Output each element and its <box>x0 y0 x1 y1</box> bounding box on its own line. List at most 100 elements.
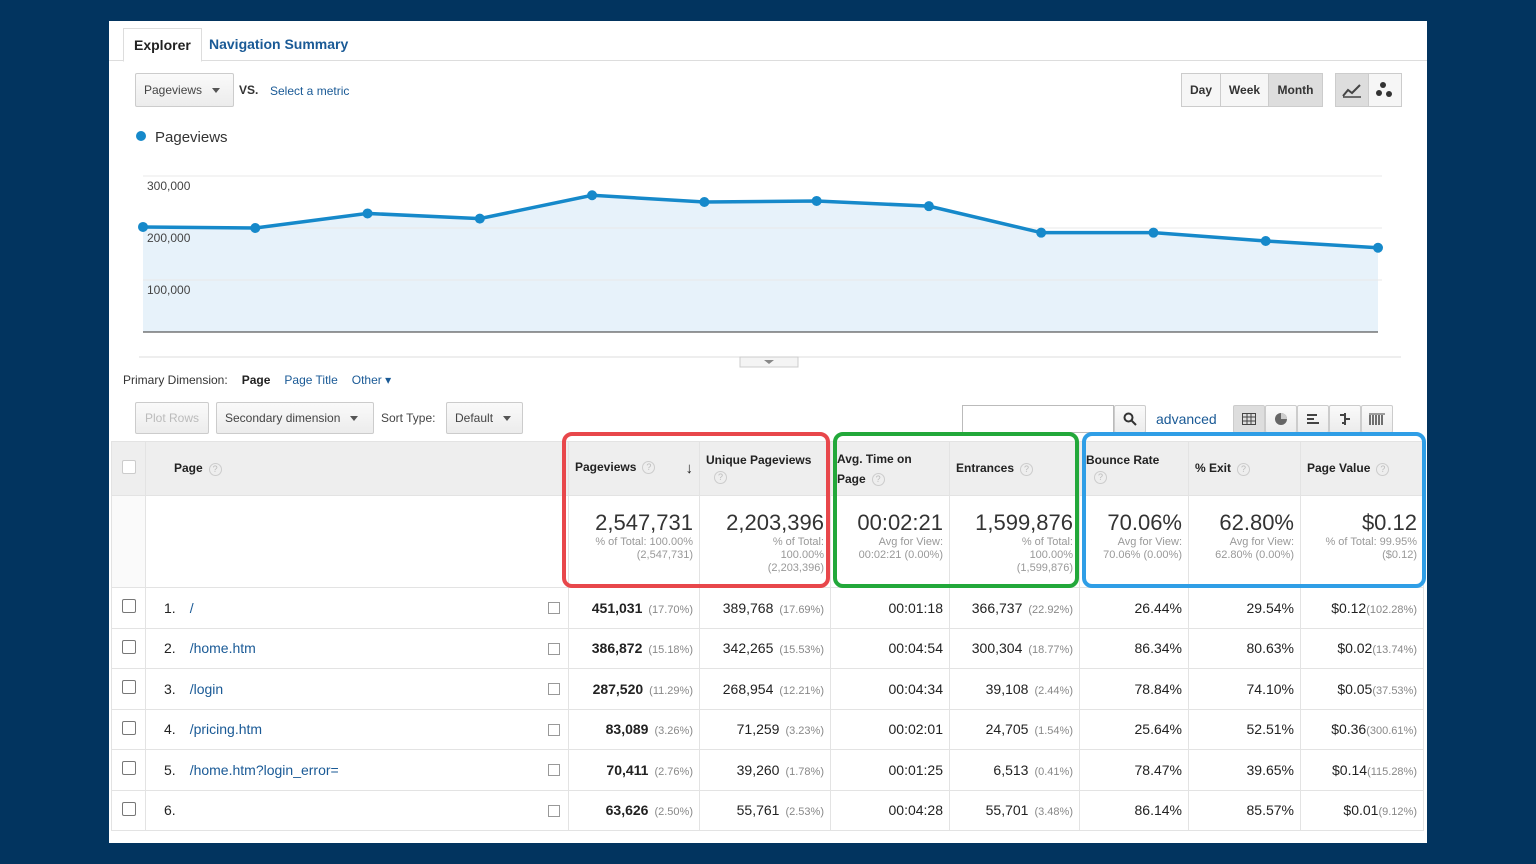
pivot-view-icon[interactable] <box>1361 405 1393 433</box>
help-icon[interactable]: ? <box>1376 462 1390 476</box>
data-point[interactable] <box>1148 227 1159 238</box>
row-page-cell: 6. <box>145 789 569 831</box>
data-point[interactable] <box>587 190 598 201</box>
primary-dimension-bar: Primary Dimension: Page Page Title Other… <box>123 373 391 387</box>
row-page-link[interactable]: /home.htm?login_error= <box>189 761 339 778</box>
row-value: $0.14 <box>1332 761 1368 778</box>
header-unique-pageviews[interactable]: Unique Pageviews? <box>699 441 831 496</box>
table-row: 3. /login 287,520 (11.29%) 268,954 (12.21%) 00… <box>111 668 1424 710</box>
help-icon[interactable]: ? <box>1094 471 1107 484</box>
help-icon[interactable]: ? <box>871 472 885 486</box>
row-checkbox[interactable] <box>121 801 136 816</box>
header-select-all[interactable] <box>111 441 146 496</box>
row-page-link[interactable]: /pricing.htm <box>189 721 263 738</box>
open-external-icon[interactable] <box>548 602 560 614</box>
header-pageviews[interactable]: Pageviews? ↓ <box>568 441 700 496</box>
help-icon[interactable]: ? <box>208 462 222 476</box>
select-all-checkbox[interactable] <box>121 460 136 474</box>
row-checkbox[interactable] <box>121 680 136 695</box>
row-page-link[interactable]: / <box>189 599 194 616</box>
help-icon[interactable]: ? <box>714 471 727 484</box>
row-entrances-pct: (0.41%) <box>1034 765 1073 778</box>
week-button[interactable]: Week <box>1220 73 1269 107</box>
comparison-view-icon[interactable] <box>1329 405 1361 433</box>
data-point[interactable] <box>138 221 148 232</box>
total-exit-label: Avg for View: <box>1229 536 1294 548</box>
metric-dropdown[interactable]: Pageviews <box>135 73 234 107</box>
help-icon[interactable]: ? <box>642 461 656 475</box>
bar-view-icon[interactable] <box>1297 405 1329 433</box>
header-entrances-label: Entrances <box>956 461 1015 476</box>
row-unique-pct: (3.23%) <box>785 725 824 738</box>
row-checkbox[interactable] <box>121 639 136 654</box>
row-bounce: 86.34% <box>1079 627 1189 669</box>
data-point[interactable] <box>474 213 485 224</box>
open-external-icon[interactable] <box>548 723 560 736</box>
secondary-dimension-dropdown[interactable]: Secondary dimension <box>216 402 374 434</box>
pie-view-icon[interactable] <box>1265 405 1297 433</box>
row-checkbox[interactable] <box>121 599 136 614</box>
data-point[interactable] <box>811 195 822 206</box>
row-bounce: 25.64% <box>1079 708 1189 750</box>
row-page-link[interactable]: /login <box>189 680 224 697</box>
row-checkbox[interactable] <box>121 761 136 776</box>
motion-chart-icon[interactable] <box>1368 73 1402 107</box>
row-select-cell <box>111 627 146 669</box>
header-avg-time[interactable]: Avg. Time on Page? <box>830 441 950 496</box>
row-page-value: $0.01(9.12%) <box>1300 789 1424 831</box>
data-point[interactable] <box>250 223 261 233</box>
chevron-down-icon <box>212 87 221 93</box>
total-unique: 2,203,396% of Total: 100.00% (2,203,396) <box>699 495 831 588</box>
table-search-input[interactable] <box>962 405 1114 433</box>
header-exit[interactable]: % Exit? <box>1188 441 1301 496</box>
plot-rows-button[interactable]: Plot Rows <box>135 402 209 434</box>
total-entrances-value: 1,599,876 <box>975 510 1073 535</box>
total-bounce-label: Avg for View: <box>1117 536 1182 548</box>
advanced-link[interactable]: advanced <box>1156 411 1217 427</box>
row-pageviews: 83,089 (3.26%) <box>568 708 700 750</box>
data-point[interactable] <box>923 201 934 212</box>
help-icon[interactable]: ? <box>1237 462 1251 476</box>
row-unique: 39,260 (1.78%) <box>699 749 831 791</box>
month-button[interactable]: Month <box>1268 73 1323 107</box>
header-bounce-rate[interactable]: Bounce Rate? <box>1079 441 1189 496</box>
row-exit: 80.63% <box>1188 627 1301 669</box>
header-page-value[interactable]: Page Value? <box>1300 441 1424 496</box>
sort-down-arrow-icon[interactable]: ↓ <box>685 460 694 477</box>
data-point[interactable] <box>699 197 710 207</box>
row-avg-time: 00:02:01 <box>830 708 950 750</box>
table-view-icon[interactable] <box>1233 405 1265 433</box>
dimension-page-title[interactable]: Page Title <box>284 373 338 387</box>
data-point[interactable] <box>1260 236 1271 246</box>
open-external-icon[interactable] <box>548 764 560 776</box>
sort-type-dropdown[interactable]: Default <box>446 402 523 434</box>
tab-navigation-summary[interactable]: Navigation Summary <box>209 36 349 52</box>
data-point[interactable] <box>1373 242 1383 253</box>
day-button[interactable]: Day <box>1181 73 1221 107</box>
row-unique: 268,954 (12.21%) <box>699 668 831 710</box>
row-unique: 389,768 (17.69%) <box>699 587 831 629</box>
line-chart-icon[interactable] <box>1335 73 1369 107</box>
open-external-icon[interactable] <box>548 642 560 655</box>
row-checkbox[interactable] <box>121 720 136 735</box>
select-metric-link[interactable]: Select a metric <box>270 84 350 98</box>
row-pageviews-value: 83,089 <box>605 721 649 738</box>
data-point[interactable] <box>362 208 373 219</box>
dimension-page[interactable]: Page <box>241 373 271 387</box>
total-bounce-detail: 70.06% (0.00%) <box>1103 549 1182 561</box>
search-button[interactable] <box>1114 405 1146 433</box>
open-external-icon[interactable] <box>548 683 560 695</box>
tab-explorer[interactable]: Explorer <box>123 28 202 62</box>
header-page[interactable]: Page? <box>145 441 569 496</box>
total-exit-detail: 62.80% (0.00%) <box>1215 549 1294 561</box>
row-pageviews-value: 287,520 <box>592 680 644 697</box>
open-external-icon[interactable] <box>548 804 560 817</box>
data-point[interactable] <box>1036 227 1047 238</box>
header-entrances[interactable]: Entrances? <box>949 441 1080 496</box>
row-page-link[interactable]: /home.htm <box>189 640 256 657</box>
row-unique: 71,259 (3.23%) <box>699 708 831 750</box>
row-entrances: 6,513 (0.41%) <box>949 749 1080 791</box>
row-entrances-pct: (22.92%) <box>1028 603 1073 616</box>
help-icon[interactable]: ? <box>1020 462 1034 476</box>
dimension-other[interactable]: Other ▾ <box>351 373 392 387</box>
